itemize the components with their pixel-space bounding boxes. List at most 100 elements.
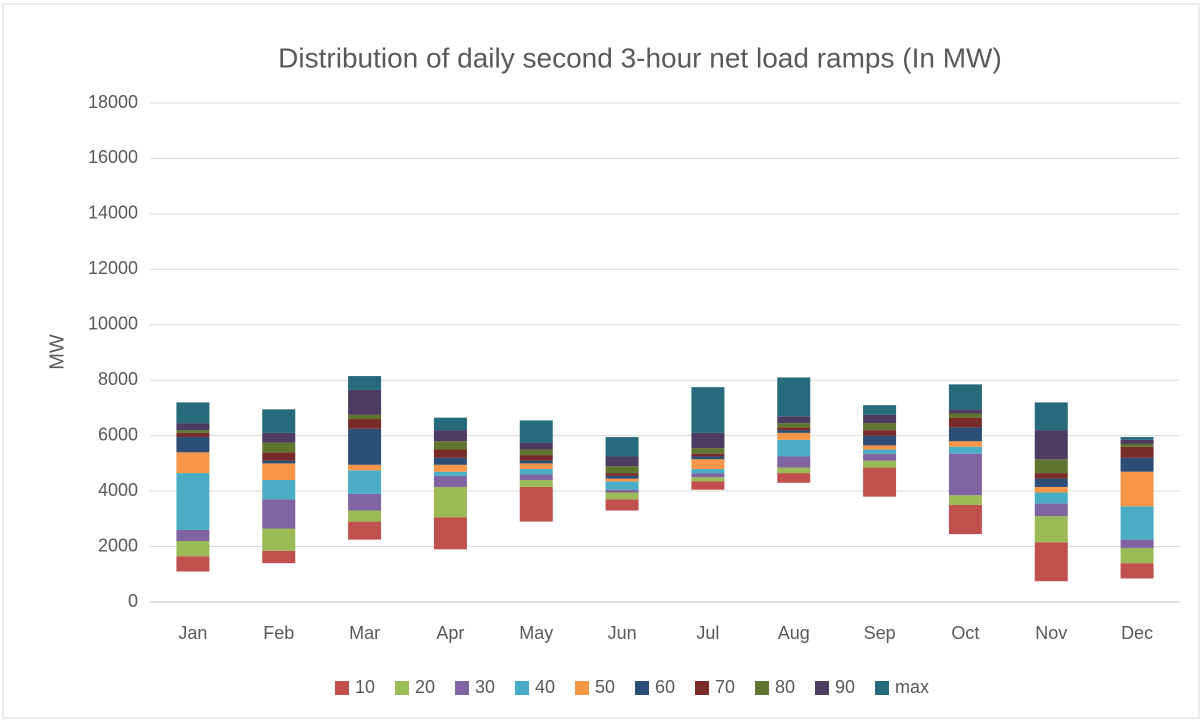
bar-segment [176, 473, 210, 530]
bar-segment [262, 442, 296, 453]
bar-segment [863, 423, 897, 431]
bar-segment [262, 499, 296, 529]
bar-segment [777, 467, 811, 474]
bar-segment [348, 493, 382, 511]
chart-frame [2, 3, 1200, 719]
bar-segment [1120, 439, 1154, 444]
chart-title: Distribution of daily second 3-hour net … [278, 42, 1002, 73]
bar-segment [519, 420, 553, 443]
bar-segment [1034, 430, 1068, 460]
bar-segment [262, 409, 296, 433]
bar-segment [1034, 503, 1068, 517]
bar-segment [777, 423, 811, 428]
x-tick-label: Nov [1035, 623, 1067, 643]
legend-swatch [515, 681, 529, 695]
bar-segment [1034, 542, 1068, 582]
bar-segment [176, 529, 210, 542]
bar-segment [691, 448, 725, 454]
bar-segment [433, 441, 467, 450]
bar-segment [948, 446, 982, 454]
legend-label: 20 [415, 677, 435, 697]
bar-segment [777, 456, 811, 468]
bar-segment [777, 377, 811, 417]
y-tick-label: 16000 [88, 147, 138, 167]
bar-segment [176, 452, 210, 474]
bar-segment [176, 437, 210, 453]
bar-segment [433, 417, 467, 431]
bar-segment [348, 414, 382, 420]
bar-segment [176, 402, 210, 424]
bar-segment [863, 467, 897, 497]
legend-swatch [815, 681, 829, 695]
bar-segment [348, 376, 382, 390]
bar-segment [1120, 471, 1154, 507]
legend-label: 70 [715, 677, 735, 697]
bar-segment [691, 459, 725, 469]
bar-segment [1120, 547, 1154, 564]
bar-segment [519, 480, 553, 487]
bar-segment [863, 430, 897, 436]
bar-segment [1034, 459, 1068, 474]
bar-segment [1120, 457, 1154, 472]
legend-label: max [895, 677, 929, 697]
bar-segment [348, 510, 382, 522]
bar-segment [1034, 486, 1068, 493]
x-tick-label: Jul [696, 623, 719, 643]
bar-segment [691, 387, 725, 433]
bar-segment [519, 486, 553, 522]
bar-segment [691, 468, 725, 474]
bar-segment [519, 468, 553, 475]
bar-segment [1120, 563, 1154, 579]
bar-segment [1120, 437, 1154, 440]
bar-segment [777, 416, 811, 424]
legend-label: 40 [535, 677, 555, 697]
bar-segment [863, 405, 897, 415]
bar-segment [433, 471, 467, 476]
bar-segment [348, 428, 382, 465]
bar-segment [863, 435, 897, 446]
bar-segment [348, 521, 382, 540]
bar-segment [948, 441, 982, 447]
y-tick-label: 4000 [98, 480, 138, 500]
y-tick-label: 18000 [88, 92, 138, 112]
y-tick-label: 6000 [98, 424, 138, 444]
bar-segment [1120, 539, 1154, 548]
bar-segment [176, 541, 210, 557]
bar-segment [519, 455, 553, 461]
bar-segment [948, 417, 982, 428]
bar-segment [691, 473, 725, 478]
bar-segment [262, 528, 296, 551]
legend-label: 10 [355, 677, 375, 697]
x-tick-label: Aug [778, 623, 810, 643]
bar-segment [948, 504, 982, 535]
bar-segment [777, 427, 811, 431]
y-tick-label: 14000 [88, 203, 138, 223]
bar-segment [1034, 473, 1068, 479]
legend-label: 50 [595, 677, 615, 697]
bar-segment [948, 384, 982, 410]
bar-segment [1034, 516, 1068, 543]
bar-segment [519, 460, 553, 464]
x-tick-label: Dec [1121, 623, 1153, 643]
bar-segment [605, 473, 639, 476]
bar-segment [777, 432, 811, 440]
legend-swatch [755, 681, 769, 695]
bar-segment [1034, 492, 1068, 504]
bar-segment [863, 449, 897, 454]
bar-segment [1120, 443, 1154, 447]
bar-segment [348, 419, 382, 429]
bar-segment [433, 475, 467, 487]
legend-label: 90 [835, 677, 855, 697]
bar-segment [948, 427, 982, 442]
bar-segment [691, 432, 725, 449]
bar-segment [262, 480, 296, 500]
bar-segment [348, 464, 382, 471]
bar-segment [691, 456, 725, 460]
bar-segment [519, 463, 553, 469]
bar-segment [948, 409, 982, 414]
bar-segment [433, 449, 467, 458]
y-tick-label: 0 [128, 591, 138, 611]
bar-segment [1120, 506, 1154, 540]
bar-segment [433, 486, 467, 518]
